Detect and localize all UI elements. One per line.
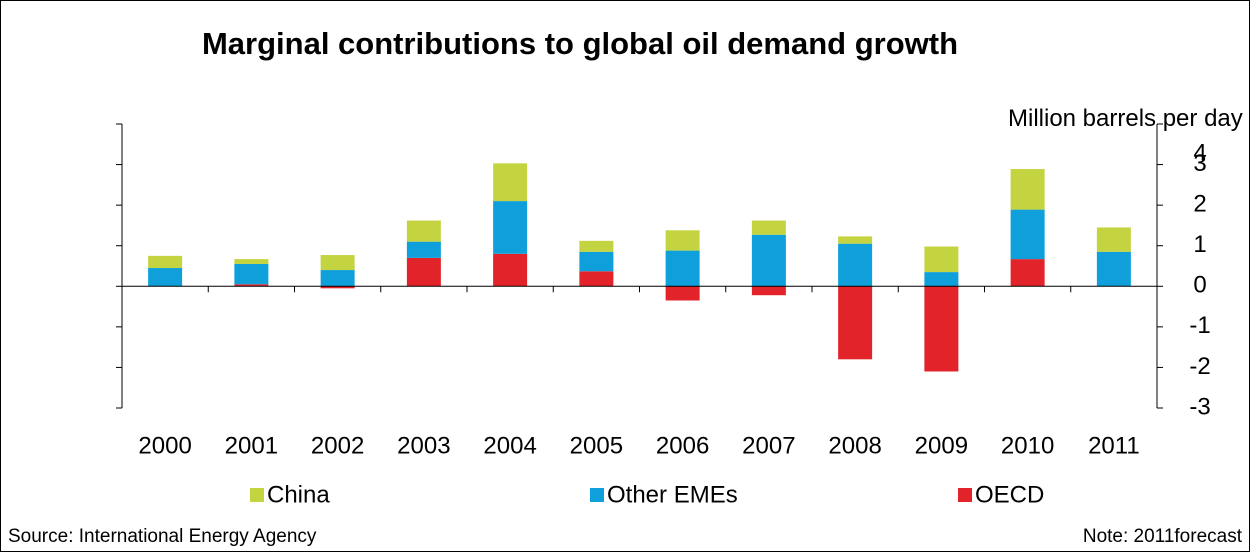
x-tick-label: 2003 [397,432,450,459]
chart-title: Marginal contributions to global oil dem… [202,26,958,61]
y-axis-label: Million barrels per day [1008,105,1243,132]
bar-segment [406,241,441,258]
legend-label: Other EMEs [607,481,738,508]
x-tick-label: 2000 [138,432,191,459]
x-tick-label: 2005 [570,432,623,459]
bar-segment [924,286,959,372]
bar-segment [838,286,873,360]
bar-segment [320,255,355,271]
bar-segment [234,259,269,264]
y-tick-label: 3 [1193,150,1206,177]
bar-segment [579,251,614,272]
bar-segment [320,270,355,287]
bar-segment [665,250,700,287]
y-tick-label: -1 [1189,312,1210,339]
y-tick-label: -3 [1189,393,1210,420]
bar-segment [751,286,786,296]
bar-segment [665,230,700,251]
x-tick-label: 2006 [656,432,709,459]
legend-label: China [267,481,330,508]
x-tick-label: 2009 [915,432,968,459]
x-tick-label: 2007 [742,432,795,459]
x-tick-label: 2010 [1001,432,1054,459]
legend-swatch [958,488,972,502]
x-tick-label: 2004 [483,432,536,459]
x-tick-label: 2008 [828,432,881,459]
bar-segment [406,257,441,287]
x-tick-label: 2011 [1088,432,1140,459]
bar-segment [234,284,269,287]
y-tick-label: 0 [1193,272,1206,299]
bar-segment [751,220,786,235]
bar-segment [320,286,355,289]
bar-segment [406,220,441,242]
x-tick-label: 2002 [311,432,364,459]
bar-segment [1010,209,1045,260]
bar-segment [579,240,614,252]
bar-segment [493,163,528,202]
bar-segment [234,263,269,285]
bar-segment [579,271,614,287]
bar-segment [148,268,183,287]
bar-segment [493,253,528,287]
bar-segment [148,255,183,269]
bar-segment [924,272,959,287]
bar-segment [493,201,528,254]
bar-segment [1010,169,1045,210]
y-tick-label: 2 [1193,190,1206,217]
bar-segment [665,286,700,301]
bar-segment [1010,259,1045,287]
y-tick-label: 1 [1193,231,1206,258]
bar-segment [838,243,873,287]
bar-segment [1096,251,1131,287]
bar-segment [751,234,786,287]
source-note: Source: International Energy Agency [8,526,317,547]
y-tick-label: 4 [1193,139,1206,166]
x-tick-label: 2001 [225,432,278,459]
legend-swatch [250,488,264,502]
legend-swatch [590,488,604,502]
bar-segment [924,246,959,273]
legend-label: OECD [975,481,1044,508]
forecast-note: Note: 2011forecast [1083,526,1243,547]
bar-segment [838,236,873,244]
y-tick-label: -2 [1189,353,1210,380]
bar-segment [1096,227,1131,252]
